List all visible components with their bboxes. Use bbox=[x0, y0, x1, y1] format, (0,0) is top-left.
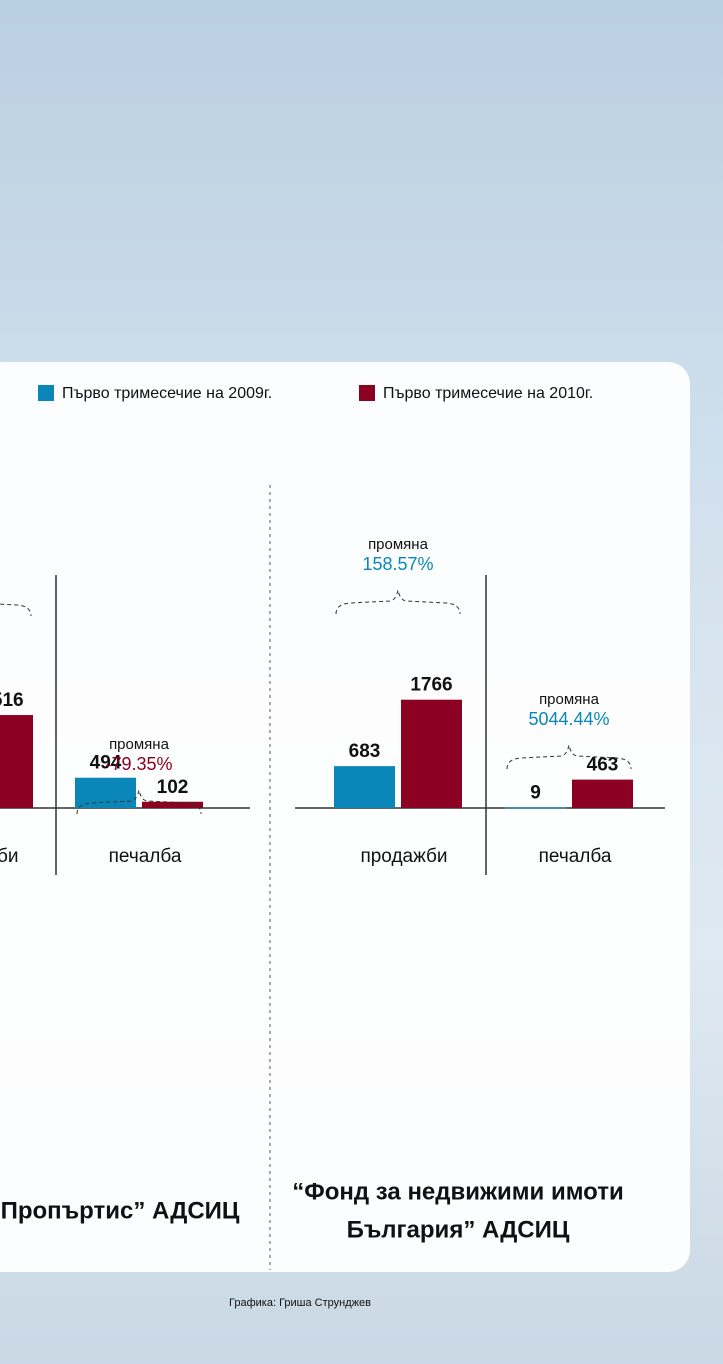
bar-label: 494 bbox=[90, 753, 122, 774]
bar-label: 1766 bbox=[410, 675, 452, 696]
company-title: Пропъртис” АДСИЦ bbox=[1, 1197, 240, 1224]
bar bbox=[75, 777, 136, 808]
x-tick-label: продажби bbox=[360, 846, 447, 867]
legend-swatch bbox=[359, 385, 375, 401]
company-title: “Фонд за недвижими имоти bbox=[292, 1178, 623, 1205]
bar bbox=[0, 715, 33, 808]
change-value: 158.57% bbox=[362, 554, 433, 574]
legend-label: Първо тримесечие на 2010г. bbox=[383, 385, 593, 402]
legend-label: Първо тримесечие на 2009г. bbox=[62, 385, 272, 402]
bar bbox=[334, 766, 395, 808]
bar-label: 102 bbox=[157, 777, 189, 798]
x-tick-label: печалба bbox=[109, 846, 182, 867]
change-caption: промяна bbox=[109, 736, 170, 753]
change-value: -79.35% bbox=[105, 754, 172, 774]
bar bbox=[505, 807, 566, 809]
bar bbox=[142, 801, 203, 808]
brace bbox=[506, 744, 632, 770]
change-caption: промяна bbox=[539, 691, 600, 708]
bar bbox=[401, 699, 462, 808]
panel bbox=[0, 362, 690, 1272]
change-caption: промяна bbox=[368, 536, 429, 553]
brace bbox=[0, 603, 32, 617]
brace bbox=[335, 589, 461, 615]
bar bbox=[572, 779, 633, 808]
bar-label: 463 bbox=[587, 755, 619, 776]
x-tick-label: продажби bbox=[0, 846, 19, 867]
company-title: България” АДСИЦ bbox=[347, 1216, 570, 1243]
bar-label: 1516 bbox=[0, 690, 24, 711]
brace bbox=[76, 789, 202, 815]
change-value: 5044.44% bbox=[528, 709, 609, 729]
credit: Графика: Гриша Струнджев bbox=[229, 1297, 371, 1309]
bar-label: 683 bbox=[349, 741, 381, 762]
legend-swatch bbox=[38, 385, 54, 401]
bar-label: 9 bbox=[530, 782, 541, 803]
x-tick-label: печалба bbox=[539, 846, 612, 867]
